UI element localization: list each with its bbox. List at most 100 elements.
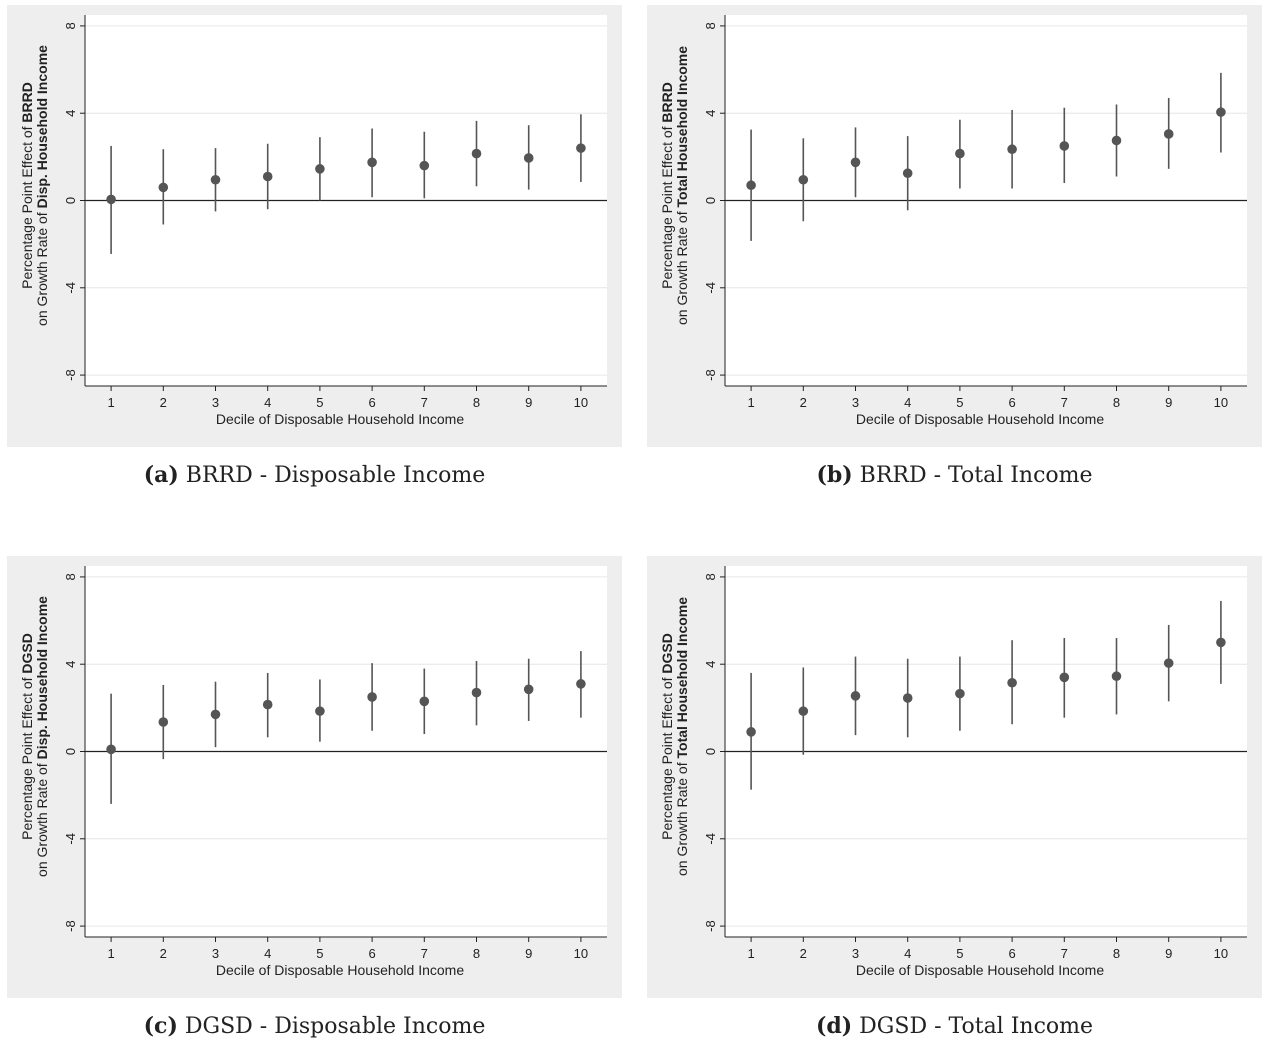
x-axis-label: Decile of Disposable Household Income — [856, 411, 1104, 427]
caption-c-text: DGSD - Disposable Income — [184, 1014, 486, 1039]
point-estimate-marker — [1059, 672, 1070, 683]
point-estimate-marker — [1007, 677, 1017, 688]
x-tick-label: 8 — [473, 946, 480, 961]
point-estimate-marker — [1163, 658, 1174, 668]
x-tick-label: 9 — [525, 946, 532, 961]
x-axis-label: Decile of Disposable Household Income — [216, 411, 464, 427]
caption-a: (a) BRRD - Disposable Income — [7, 462, 622, 488]
chart-panel-d: -8 -4 0 4 8 1 2 3 4 5 6 7 8 9 10 Decile of Disposable H… — [647, 556, 1262, 998]
y-tick-label: 8 — [703, 22, 718, 29]
y-tick-label: 4 — [703, 661, 718, 668]
point-estimate-marker — [955, 148, 965, 159]
x-tick-label: 10 — [1214, 395, 1228, 410]
point-estimate-marker — [798, 706, 809, 716]
x-tick-label: 1 — [107, 946, 114, 961]
y-axis-label-line1-bold: BRRD — [659, 82, 675, 122]
caption-d: (d) DGSD - Total Income — [647, 1013, 1262, 1039]
x-tick-label: 1 — [747, 395, 754, 410]
x-tick-label: 7 — [421, 946, 428, 961]
y-tick-label: 0 — [703, 197, 718, 204]
y-tick-label: 8 — [63, 573, 78, 580]
x-tick-label: 3 — [212, 395, 219, 410]
point-estimate-marker — [1111, 671, 1122, 682]
x-tick-label: 10 — [574, 395, 588, 410]
caption-c-label: (c) — [143, 1013, 178, 1039]
y-axis-label-line2-text: on Growth Rate of — [34, 208, 50, 326]
y-axis-label-line1: Percentage Point Effect of DGSD — [659, 633, 675, 840]
caption-b: (b) BRRD - Total Income — [647, 462, 1262, 488]
y-tick-label: -4 — [703, 833, 718, 845]
point-estimate-marker — [210, 709, 221, 720]
x-tick-label: 6 — [1008, 946, 1015, 961]
x-tick-label: 2 — [160, 946, 167, 961]
y-axis-label-line1-text: Percentage Point Effect of — [659, 674, 675, 840]
x-tick-label: 8 — [1113, 395, 1120, 410]
caption-d-label: (d) — [815, 1013, 853, 1039]
x-tick-label: 10 — [1214, 946, 1228, 961]
point-estimate-marker — [419, 160, 430, 171]
x-tick-label: 3 — [852, 946, 859, 961]
x-tick-label: 1 — [107, 395, 114, 410]
y-axis-label-line2-bold: Total Household Income — [674, 597, 690, 759]
x-tick-label: 1 — [747, 946, 754, 961]
y-axis-label-line1-bold: DGSD — [19, 633, 35, 673]
y-axis-label-line2: on Growth Rate of Disp. Household Income — [34, 45, 50, 326]
x-tick-label: 5 — [316, 395, 323, 410]
point-estimate-marker — [576, 143, 586, 153]
y-axis-label-line1: Percentage Point Effect of BRRD — [19, 82, 35, 289]
y-axis-label-line1-text: Percentage Point Effect of — [19, 123, 35, 289]
caption-a-text: BRRD - Disposable Income — [185, 463, 486, 488]
point-estimate-marker — [210, 174, 221, 185]
caption-b-text: BRRD - Total Income — [859, 463, 1093, 488]
x-tick-label: 2 — [800, 395, 807, 410]
x-tick-label: 4 — [904, 946, 911, 961]
y-axis-label-line1-bold: DGSD — [659, 633, 675, 673]
y-tick-label: 8 — [63, 22, 78, 29]
y-axis-label-line2-text: on Growth Rate of — [674, 208, 690, 326]
point-estimate-marker — [471, 687, 482, 698]
y-axis-label-line2-text: on Growth Rate of — [674, 759, 690, 877]
point-estimate-marker — [576, 679, 586, 689]
point-estimate-marker — [1059, 141, 1070, 151]
point-estimate-marker — [902, 168, 913, 179]
y-tick-label: -8 — [63, 369, 78, 381]
x-tick-label: 2 — [800, 946, 807, 961]
y-tick-label: -8 — [63, 920, 78, 932]
x-tick-label: 3 — [212, 946, 219, 961]
x-tick-label: 7 — [421, 395, 428, 410]
x-tick-label: 8 — [1113, 946, 1120, 961]
point-estimate-marker — [471, 148, 482, 159]
point-estimate-marker — [158, 717, 169, 727]
caption-a-label: (a) — [143, 462, 179, 488]
point-estimate-marker — [262, 699, 273, 710]
x-axis-label: Decile of Disposable Household Income — [856, 962, 1104, 978]
y-tick-label: -8 — [703, 369, 718, 381]
y-tick-label: -4 — [63, 282, 78, 294]
chart-panel-c: -8 -4 0 4 8 1 2 3 4 5 6 7 8 9 10 Decile of Disposable H… — [7, 556, 622, 998]
point-estimate-marker — [955, 688, 965, 699]
point-estimate-marker — [1216, 107, 1226, 117]
point-estimate-marker — [1216, 637, 1226, 648]
y-tick-label: 8 — [703, 573, 718, 580]
point-estimate-marker — [315, 164, 325, 174]
point-estimate-marker — [419, 696, 430, 707]
point-estimate-marker — [850, 157, 861, 168]
y-axis-label-line2-bold: Total Household Income — [674, 46, 690, 208]
y-axis-label-line2: on Growth Rate of Disp. Household Income — [34, 596, 50, 877]
y-axis-label-line1-bold: BRRD — [19, 82, 35, 122]
point-estimate-marker — [798, 174, 809, 185]
point-estimate-marker — [850, 691, 861, 701]
y-tick-label: -4 — [63, 833, 78, 845]
x-tick-label: 5 — [956, 395, 963, 410]
y-axis-label-line2: on Growth Rate of Total Household Income — [674, 46, 690, 325]
y-axis-label-line1-text: Percentage Point Effect of — [19, 674, 35, 840]
y-axis-label-line1: Percentage Point Effect of BRRD — [659, 82, 675, 289]
point-estimate-marker — [262, 171, 273, 182]
x-tick-label: 2 — [160, 395, 167, 410]
x-tick-label: 6 — [368, 395, 375, 410]
y-tick-label: 0 — [63, 197, 78, 204]
chart-panel-b: -8 -4 0 4 8 1 2 3 4 5 6 7 8 9 10 Decile of Disposable H… — [647, 5, 1262, 447]
